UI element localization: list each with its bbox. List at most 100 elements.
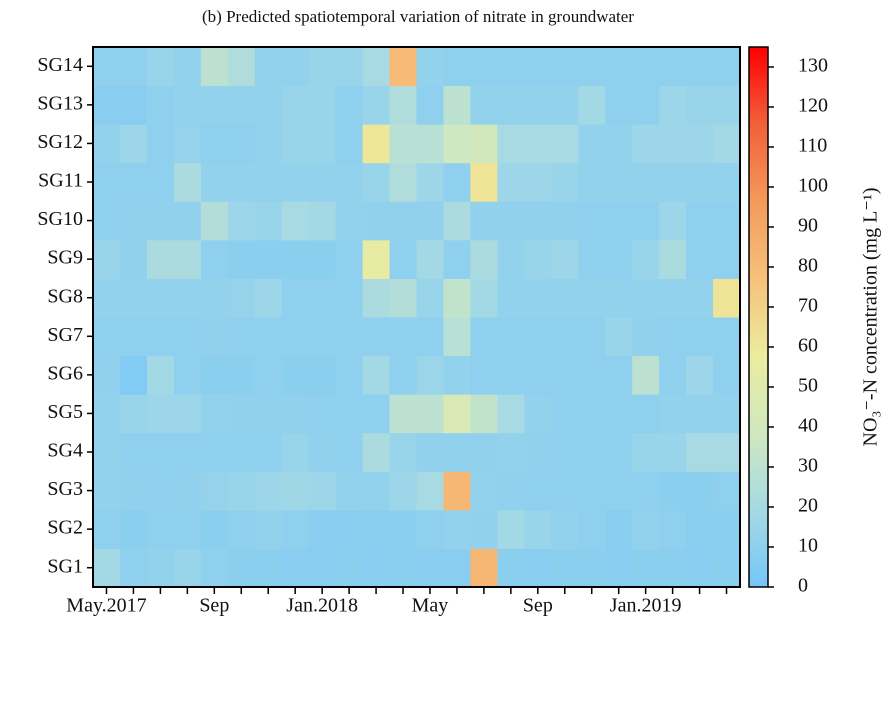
heatmap-cell	[308, 471, 337, 511]
heatmap-cell	[93, 162, 121, 202]
heatmap-cell	[362, 85, 391, 125]
heatmap-cell	[578, 509, 606, 549]
colorbar-tick-label: 60	[798, 335, 818, 357]
heatmap-cell	[173, 239, 202, 279]
heatmap-cell	[659, 124, 687, 164]
heatmap-cell	[416, 509, 444, 549]
heatmap-cell	[497, 317, 525, 357]
y-tick-label: SG8	[47, 285, 83, 307]
heatmap-cell	[308, 239, 337, 279]
heatmap-cell	[551, 47, 579, 87]
heatmap-cell	[335, 162, 364, 202]
heatmap-cell	[93, 548, 121, 588]
heatmap-cell	[416, 124, 444, 164]
y-tick-label: SG6	[47, 362, 83, 384]
heatmap-cell	[632, 201, 660, 241]
heatmap-cell	[281, 124, 310, 164]
y-tick-label: SG12	[37, 131, 83, 153]
heatmap-cell	[551, 239, 579, 279]
heatmap-cell	[335, 394, 364, 434]
heatmap-cell	[632, 394, 660, 434]
heatmap-cell	[632, 124, 660, 164]
heatmap-cell	[632, 509, 660, 549]
heatmap-cell	[389, 317, 417, 357]
heatmap-cell	[173, 548, 202, 588]
y-tick-label: SG11	[38, 170, 83, 192]
heatmap-cell	[551, 162, 579, 202]
heatmap-cell	[497, 509, 525, 549]
heatmap-cell	[713, 471, 741, 511]
heatmap-cell	[308, 317, 337, 357]
heatmap-cell	[605, 47, 633, 87]
heatmap-cell	[146, 355, 175, 395]
heatmap-cell	[389, 355, 417, 395]
heatmap-cell	[713, 239, 741, 279]
heatmap-cell	[200, 355, 229, 395]
heatmap-cell	[93, 394, 121, 434]
heatmap-cell	[389, 548, 417, 588]
heatmap-cell	[389, 278, 417, 318]
heatmap-cell	[713, 278, 741, 318]
heatmap-cell	[146, 47, 175, 87]
heatmap-cell	[308, 162, 337, 202]
heatmap-cell	[93, 471, 121, 511]
heatmap-cell	[551, 432, 579, 472]
heatmap-cell	[524, 471, 552, 511]
heatmap-cell	[605, 432, 633, 472]
y-tick-label: SG5	[47, 401, 83, 423]
heatmap-cell	[173, 432, 202, 472]
heatmap-cell	[686, 317, 714, 357]
x-tick-label: Jan.2019	[610, 595, 682, 617]
heatmap-cell	[416, 394, 444, 434]
heatmap-cell	[470, 355, 498, 395]
heatmap-cell	[416, 317, 444, 357]
heatmap-cell	[524, 317, 552, 357]
heatmap-cell	[93, 47, 121, 87]
heatmap-cell	[308, 355, 337, 395]
heatmap-cell	[93, 317, 121, 357]
x-tick-label: May	[412, 595, 449, 617]
heatmap-cell	[146, 239, 175, 279]
heatmap-cell	[578, 162, 606, 202]
heatmap-cell	[335, 548, 364, 588]
heatmap-cell	[254, 162, 283, 202]
heatmap-cell	[119, 124, 148, 164]
heatmap-cell	[686, 471, 714, 511]
heatmap-cell	[254, 355, 283, 395]
heatmap-cell	[227, 432, 256, 472]
heatmap-cell	[605, 85, 633, 125]
heatmap-cell	[659, 471, 687, 511]
heatmap-cell	[686, 85, 714, 125]
heatmap-cell	[227, 201, 256, 241]
heatmap-cell	[254, 239, 283, 279]
heatmap-cell	[389, 432, 417, 472]
heatmap-cell	[227, 548, 256, 588]
heatmap-cell	[335, 509, 364, 549]
heatmap-cell	[146, 317, 175, 357]
heatmap-cell	[93, 355, 121, 395]
heatmap-cell	[497, 201, 525, 241]
heatmap-cell	[362, 548, 391, 588]
heatmap-cell	[470, 548, 498, 588]
heatmap-cell	[632, 317, 660, 357]
heatmap-cell	[470, 278, 498, 318]
heatmap-cell	[659, 278, 687, 318]
heatmap-cell	[659, 162, 687, 202]
heatmap-cell	[686, 201, 714, 241]
heatmap-cell	[605, 548, 633, 588]
heatmap-cell	[443, 317, 471, 357]
heatmap-cell	[497, 85, 525, 125]
heatmap-cell	[686, 548, 714, 588]
heatmap-cell	[524, 162, 552, 202]
heatmap-cell	[659, 201, 687, 241]
heatmap-cell	[659, 432, 687, 472]
heatmap-cell	[254, 471, 283, 511]
heatmap-cell	[524, 394, 552, 434]
heatmap-cell	[335, 317, 364, 357]
heatmap-cell	[173, 201, 202, 241]
heatmap-cell	[146, 548, 175, 588]
heatmap-cell	[281, 394, 310, 434]
colorbar-tick-label: 30	[798, 455, 818, 477]
heatmap-cell	[389, 47, 417, 87]
heatmap-cell	[443, 471, 471, 511]
